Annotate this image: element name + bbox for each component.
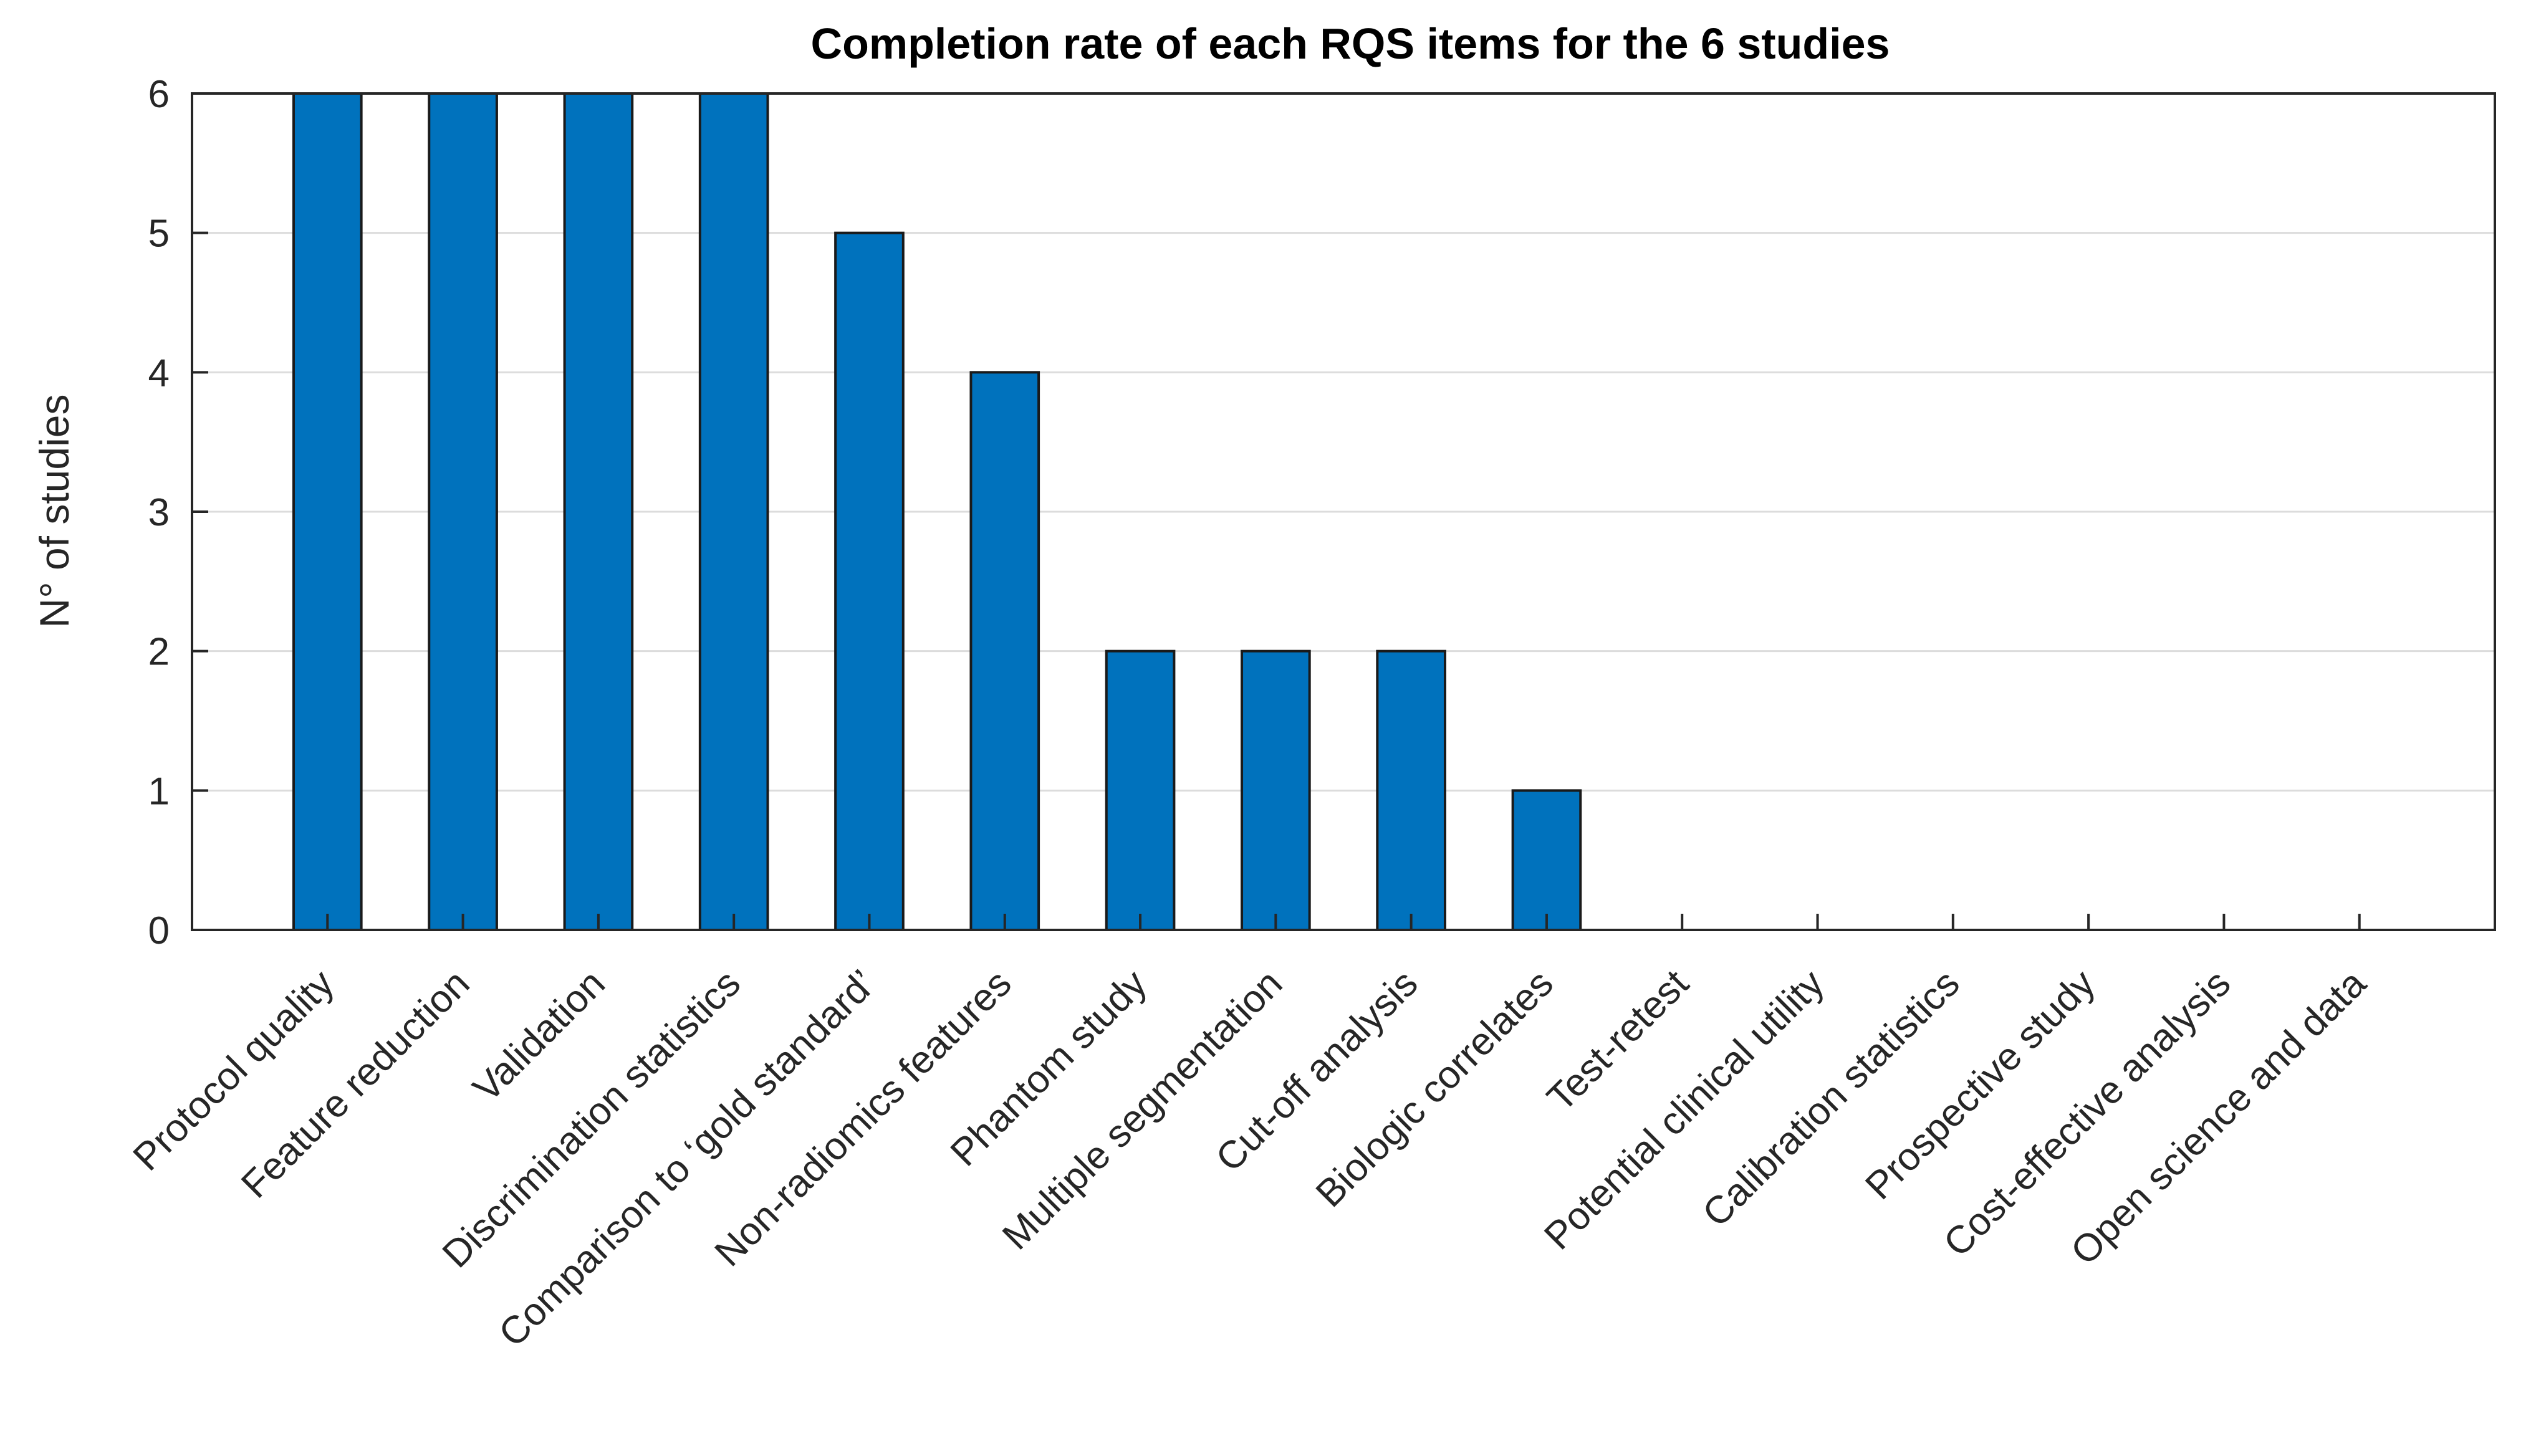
bar (428, 92, 498, 931)
y-tick-label: 0 (148, 909, 170, 952)
bar (1376, 649, 1446, 931)
y-tick-label: 5 (148, 213, 170, 256)
bar (563, 92, 634, 931)
bar (969, 371, 1040, 931)
y-axis-ticks: 0 1 2 3 4 5 6 (148, 73, 208, 952)
bar (698, 92, 769, 931)
bar (1241, 649, 1311, 931)
bar (1105, 649, 1176, 931)
bar (834, 231, 905, 932)
bar (1511, 789, 1582, 932)
y-tick-label: 2 (148, 631, 170, 674)
bars (292, 92, 1582, 932)
y-tick-label: 6 (148, 73, 170, 116)
chart-title: Completion rate of each RQS items for th… (811, 19, 1890, 68)
bar (292, 92, 363, 931)
y-tick-label: 3 (148, 491, 170, 534)
y-tick-label: 1 (148, 770, 170, 813)
y-tick-label: 4 (148, 352, 170, 395)
y-axis-label: N° of studies (31, 395, 77, 628)
